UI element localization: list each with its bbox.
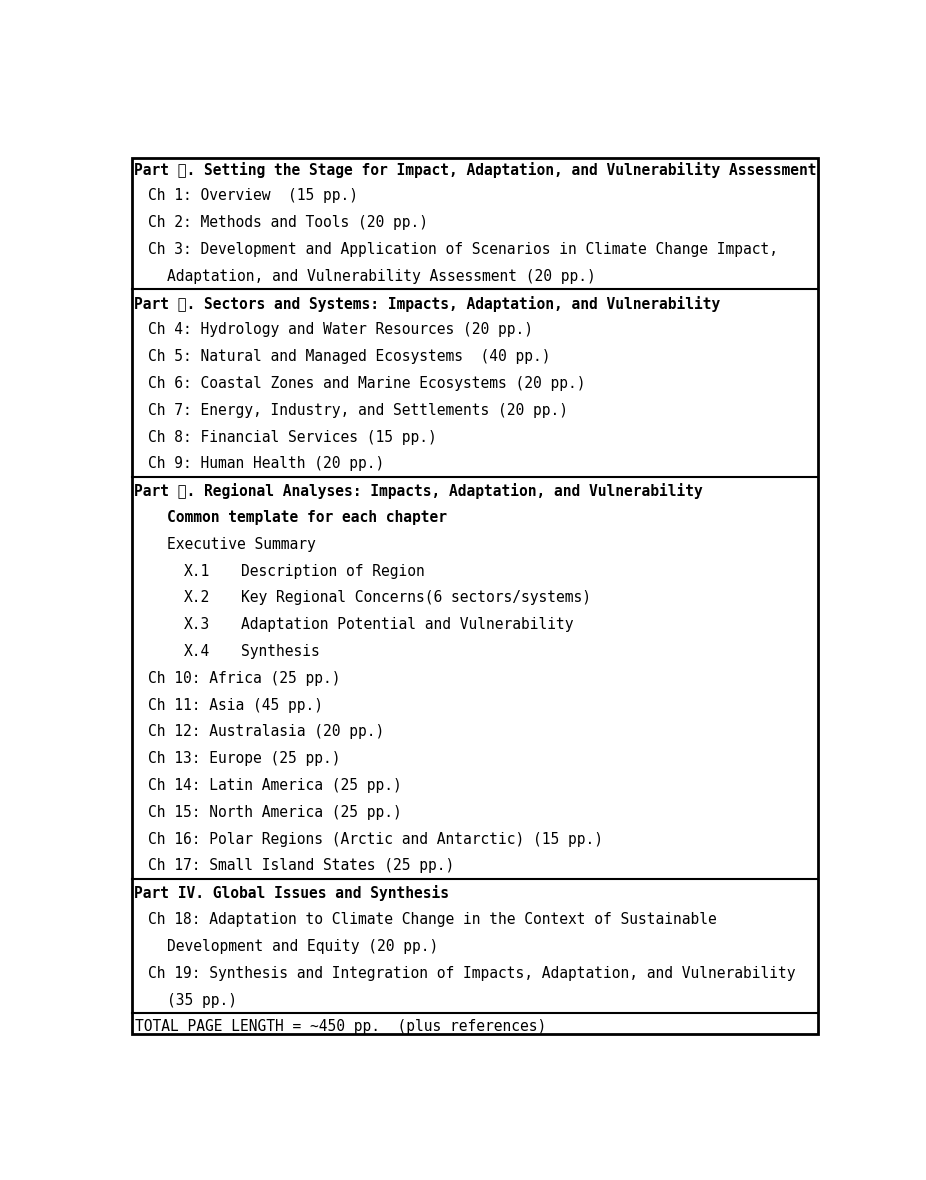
Text: Common template for each chapter: Common template for each chapter (168, 510, 447, 525)
Text: Ch 2: Methods and Tools (20 pp.): Ch 2: Methods and Tools (20 pp.) (148, 215, 428, 230)
Text: Ch 12: Australasia (20 pp.): Ch 12: Australasia (20 pp.) (148, 725, 384, 740)
Text: Ch 9: Human Health (20 pp.): Ch 9: Human Health (20 pp.) (148, 457, 384, 472)
Text: X.3: X.3 (184, 617, 210, 632)
Text: (35 pp.): (35 pp.) (168, 992, 237, 1008)
Text: Ch 17: Small Island States (25 pp.): Ch 17: Small Island States (25 pp.) (148, 859, 455, 873)
Text: Adaptation Potential and Vulnerability: Adaptation Potential and Vulnerability (242, 617, 574, 632)
Text: Part Ⅲ. Regional Analyses: Impacts, Adaptation, and Vulnerability: Part Ⅲ. Regional Analyses: Impacts, Adap… (133, 484, 703, 499)
Text: Ch 13: Europe (25 pp.): Ch 13: Europe (25 pp.) (148, 752, 341, 766)
Text: Ch 18: Adaptation to Climate Change in the Context of Sustainable: Ch 18: Adaptation to Climate Change in t… (148, 912, 717, 927)
Text: Ch 14: Latin America (25 pp.): Ch 14: Latin America (25 pp.) (148, 778, 402, 793)
Text: Ch 10: Africa (25 pp.): Ch 10: Africa (25 pp.) (148, 671, 341, 686)
Text: X.1: X.1 (184, 564, 210, 578)
Text: Ch 1: Overview  (15 pp.): Ch 1: Overview (15 pp.) (148, 189, 358, 203)
Text: Ch 19: Synthesis and Integration of Impacts, Adaptation, and Vulnerability: Ch 19: Synthesis and Integration of Impa… (148, 965, 795, 981)
Text: X.4: X.4 (184, 644, 210, 660)
Text: Ch 11: Asia (45 pp.): Ch 11: Asia (45 pp.) (148, 697, 323, 713)
Text: Description of Region: Description of Region (242, 564, 425, 578)
Text: Ch 8: Financial Services (15 pp.): Ch 8: Financial Services (15 pp.) (148, 430, 437, 445)
Text: Ch 3: Development and Application of Scenarios in Climate Change Impact,: Ch 3: Development and Application of Sce… (148, 242, 778, 257)
Text: Part Ⅱ. Sectors and Systems: Impacts, Adaptation, and Vulnerability: Part Ⅱ. Sectors and Systems: Impacts, Ad… (133, 296, 720, 312)
Text: Ch 5: Natural and Managed Ecosystems  (40 pp.): Ch 5: Natural and Managed Ecosystems (40… (148, 349, 551, 365)
Text: X.2: X.2 (184, 590, 210, 605)
Text: Ch 4: Hydrology and Water Resources (20 pp.): Ch 4: Hydrology and Water Resources (20 … (148, 322, 533, 337)
Text: Ch 6: Coastal Zones and Marine Ecosystems (20 pp.): Ch 6: Coastal Zones and Marine Ecosystem… (148, 376, 585, 391)
Text: Ch 15: North America (25 pp.): Ch 15: North America (25 pp.) (148, 805, 402, 820)
Text: Ch 16: Polar Regions (Arctic and Antarctic) (15 pp.): Ch 16: Polar Regions (Arctic and Antarct… (148, 832, 603, 847)
Text: Part IV. Global Issues and Synthesis: Part IV. Global Issues and Synthesis (133, 885, 449, 902)
Text: Ch 7: Energy, Industry, and Settlements (20 pp.): Ch 7: Energy, Industry, and Settlements … (148, 402, 568, 418)
Text: Part Ⅰ. Setting the Stage for Impact, Adaptation, and Vulnerability Assessment: Part Ⅰ. Setting the Stage for Impact, Ad… (133, 162, 816, 177)
Text: Executive Summary: Executive Summary (168, 537, 316, 552)
Text: Synthesis: Synthesis (242, 644, 320, 660)
Text: Key Regional Concerns(6 sectors/systems): Key Regional Concerns(6 sectors/systems) (242, 590, 592, 605)
Text: TOTAL PAGE LENGTH = ~450 pp.  (plus references): TOTAL PAGE LENGTH = ~450 pp. (plus refer… (135, 1020, 546, 1035)
Text: Adaptation, and Vulnerability Assessment (20 pp.): Adaptation, and Vulnerability Assessment… (168, 269, 596, 284)
Text: Development and Equity (20 pp.): Development and Equity (20 pp.) (168, 939, 439, 953)
